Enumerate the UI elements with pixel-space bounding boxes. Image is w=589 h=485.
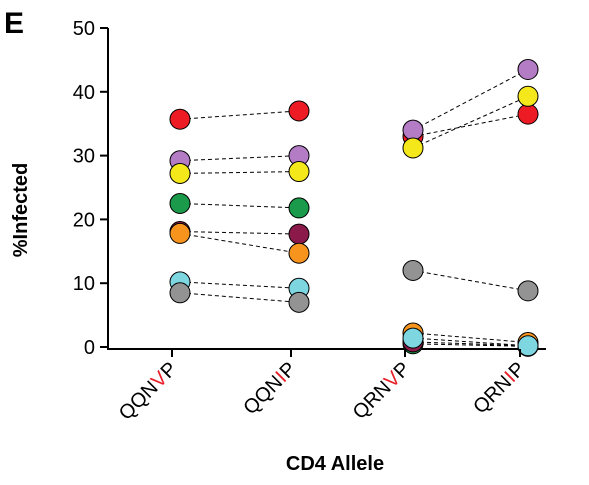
y-tick-label: 0 [84,337,95,359]
pair-connector [179,281,300,289]
data-point [517,103,539,125]
x-category-label: QQNVP [115,358,182,425]
x-axis-categories: QQNVP QQNIP QRNVP QRNIP [115,349,530,425]
pair-connector [179,171,300,174]
x-axis-title: CD4 Allele [286,453,384,475]
y-tick-label: 10 [73,273,95,295]
pair-connector [179,202,300,209]
pair-connector [412,113,529,137]
y-axis-ticks: 0 10 20 30 40 50 [73,18,108,359]
data-point [169,192,191,214]
y-tick-label: 40 [73,82,95,104]
data-point [169,282,191,304]
pair-connector [412,341,529,347]
data-point [169,162,191,184]
y-tick-label: 20 [73,209,95,231]
y-tick-label: 50 [73,18,95,40]
pair-connector [179,110,300,120]
data-point [288,100,310,122]
pair-connector [412,337,529,347]
pair-connector [179,292,300,303]
data-point [288,161,310,183]
paired-series [169,58,539,357]
y-tick-label: 30 [73,146,95,168]
data-point [288,291,310,313]
pair-connector [412,69,529,131]
y-axis-title: %Infected [10,163,32,257]
x-category-label: QRNIP [469,358,529,418]
pair-connector [412,269,529,292]
pair-connector [412,343,529,347]
pair-connector [412,95,529,149]
data-point [288,223,310,245]
pair-connector [179,231,300,235]
data-point [402,137,424,159]
pair-connector [412,332,529,344]
data-point [288,242,310,264]
x-category-label: QRNVP [349,358,415,424]
x-category-label: QQNIP [239,358,300,419]
data-point [517,335,539,357]
data-point [169,108,191,130]
data-point [169,222,191,244]
data-point [402,119,424,141]
data-point [402,327,424,349]
pair-connector [179,232,300,254]
data-point [517,58,539,80]
data-point [517,280,539,302]
data-point [288,197,310,219]
pair-connector [179,155,300,162]
panel-label: E [4,7,24,40]
data-point [517,85,539,107]
data-point [402,259,424,281]
